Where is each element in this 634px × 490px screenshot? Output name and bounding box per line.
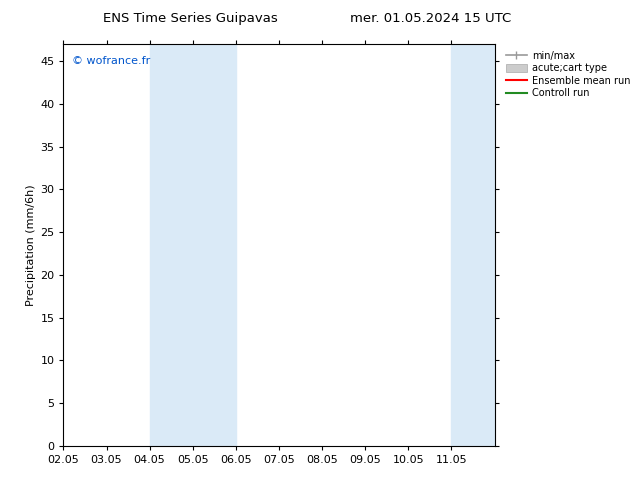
Bar <box>150 44 193 446</box>
Bar <box>451 44 473 446</box>
Text: © wofrance.fr: © wofrance.fr <box>72 56 150 66</box>
Text: ENS Time Series Guipavas: ENS Time Series Guipavas <box>103 12 278 25</box>
Bar <box>193 44 236 446</box>
Bar <box>473 44 495 446</box>
Y-axis label: Precipitation (mm/6h): Precipitation (mm/6h) <box>26 184 36 306</box>
Legend: min/max, acute;cart type, Ensemble mean run, Controll run: min/max, acute;cart type, Ensemble mean … <box>503 49 632 100</box>
Text: mer. 01.05.2024 15 UTC: mer. 01.05.2024 15 UTC <box>351 12 512 25</box>
